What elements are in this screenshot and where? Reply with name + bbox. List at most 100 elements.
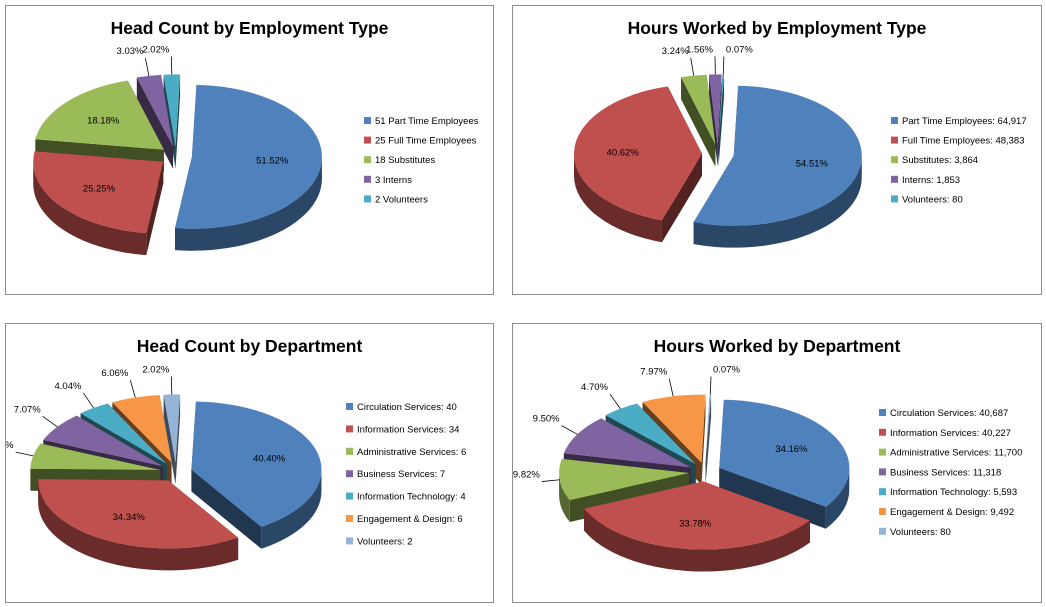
legend-entry: 2 Volunteers — [375, 194, 428, 205]
leader-line — [609, 393, 621, 409]
leader-line — [129, 380, 136, 398]
data-label: 4.70% — [581, 382, 608, 393]
legend-swatch — [346, 492, 353, 500]
leader-line — [709, 376, 712, 395]
legend-entry: Administrative Services: 6 — [357, 447, 466, 458]
data-label: 34.34% — [113, 512, 146, 523]
legend-swatch — [346, 403, 353, 410]
legend-entry: Interns: 1,853 — [902, 175, 960, 186]
legend-entry: Information Services: 40,227 — [890, 428, 1011, 439]
legend-entry: Substitutes: 3,864 — [902, 155, 978, 166]
chart-hours-employment: Hours Worked by Employment Type 54.51% 40.… — [512, 5, 1042, 295]
legend-entry: Engagement & Design: 9,492 — [890, 507, 1014, 518]
pie-slice-3-interns — [136, 74, 174, 169]
legend-swatch — [891, 175, 898, 183]
data-label: 0.07% — [713, 364, 740, 375]
data-label: 40.40% — [253, 453, 286, 464]
legend-entry: Administrative Services: 11,700 — [890, 448, 1022, 459]
data-label: 1.56% — [686, 44, 713, 55]
data-label: 3.24% — [662, 46, 689, 57]
leader-line — [561, 425, 578, 435]
chart-title: Head Count by Department — [137, 336, 363, 356]
legend-swatch — [346, 515, 353, 522]
pie-slice-part-time-employees-64-917 — [693, 85, 862, 248]
leader-line — [42, 415, 58, 428]
data-label: 34.16% — [775, 444, 808, 455]
legend-entry: 3 Interns — [375, 175, 412, 186]
data-label: 7.97% — [640, 367, 667, 378]
legend-entry: Information Services: 34 — [357, 424, 459, 435]
pie-chart-svg: Head Count by Employment Type 51.52% 25.25… — [33, 18, 479, 256]
legend-entry: Engagement & Design: 6 — [357, 514, 463, 525]
data-label: 2.02% — [142, 364, 169, 375]
data-label: 9.50% — [533, 414, 560, 425]
legend-swatch — [364, 136, 371, 144]
pie-slice-volunteers-2 — [163, 394, 181, 485]
chart-title: Head Count by Employment Type — [111, 18, 389, 38]
data-label: 0.07% — [726, 44, 753, 55]
data-label: 25.25% — [83, 184, 116, 195]
legend-entry: Business Services: 7 — [357, 469, 445, 480]
pie-slice-51-part-time-employees — [175, 84, 322, 251]
data-label: 33.78% — [679, 518, 712, 529]
legend-entry: Information Technology: 5,593 — [890, 487, 1017, 498]
legend-swatch — [879, 448, 886, 456]
chart-head-count-employment: Head Count by Employment Type 51.52% 25.25… — [5, 5, 494, 295]
pie-slice-25-full-time-employees — [33, 151, 164, 256]
chart-title: Hours Worked by Department — [654, 336, 901, 356]
chart-title: Hours Worked by Employment Type — [628, 18, 927, 38]
leader-line — [668, 378, 674, 397]
legend-entry: Volunteers: 80 — [890, 527, 951, 538]
legend-swatch — [879, 428, 886, 436]
legend-swatch — [346, 425, 353, 433]
data-label: 40.62% — [607, 148, 640, 159]
pie-slice-substitutes-3-864 — [681, 74, 716, 167]
pie-slice-volunteers-80 — [705, 394, 712, 485]
chart-head-count-department: Head Count by Department 40.40% 34.34% 6.06… — [5, 323, 494, 603]
legend-swatch — [346, 537, 353, 545]
pie-slice-circulation-services-40 — [191, 401, 322, 549]
legend-swatch — [879, 488, 886, 496]
legend-entry: Full Time Employees: 48,383 — [902, 136, 1025, 147]
pie-chart-svg: Head Count by Department 40.40% 34.34% 6.06… — [6, 336, 466, 571]
legend-swatch — [364, 117, 371, 124]
legend-swatch — [879, 508, 886, 515]
data-label: 6.06% — [101, 368, 128, 379]
leader-line — [722, 56, 725, 75]
data-label: 18.18% — [87, 115, 120, 126]
data-label: 7.07% — [14, 404, 41, 415]
leader-line — [170, 56, 173, 75]
legend-swatch — [891, 195, 898, 203]
leader-line — [145, 58, 150, 76]
data-label: 6.06% — [6, 440, 14, 451]
leader-line — [15, 451, 34, 457]
legend-swatch — [346, 447, 353, 455]
pie-slice-circulation-services-40-687 — [719, 399, 850, 529]
legend-entry: 25 Full Time Employees — [375, 136, 477, 147]
legend-entry: 18 Substitutes — [375, 155, 435, 166]
data-label: 54.51% — [796, 158, 829, 169]
legend-swatch — [879, 468, 886, 476]
leader-line — [541, 479, 560, 482]
pie-slice-information-services-34 — [38, 479, 239, 571]
legend-swatch — [891, 117, 898, 124]
pie-slice-information-services-40-227 — [584, 481, 810, 572]
legend-swatch — [346, 470, 353, 478]
chart-hours-department: Hours Worked by Department 34.16% 33.78% 9.… — [512, 323, 1042, 603]
legend-swatch — [364, 175, 371, 183]
data-label: 2.02% — [142, 44, 169, 55]
data-label: 51.52% — [256, 155, 289, 166]
legend-swatch — [364, 195, 371, 203]
legend-entry: Circulation Services: 40 — [357, 402, 457, 413]
legend-swatch — [891, 156, 898, 164]
legend-swatch — [891, 136, 898, 144]
data-label: 4.04% — [54, 381, 81, 392]
data-label: 9.82% — [513, 470, 540, 481]
legend-entry: 51 Part Time Employees — [375, 116, 479, 127]
legend-swatch — [879, 527, 886, 535]
legend-entry: Business Services: 11,318 — [890, 467, 1001, 478]
data-label: 3.03% — [117, 46, 144, 57]
legend-swatch — [364, 156, 371, 164]
pie-slice-volunteers-80 — [718, 74, 725, 167]
leader-line — [170, 376, 173, 395]
